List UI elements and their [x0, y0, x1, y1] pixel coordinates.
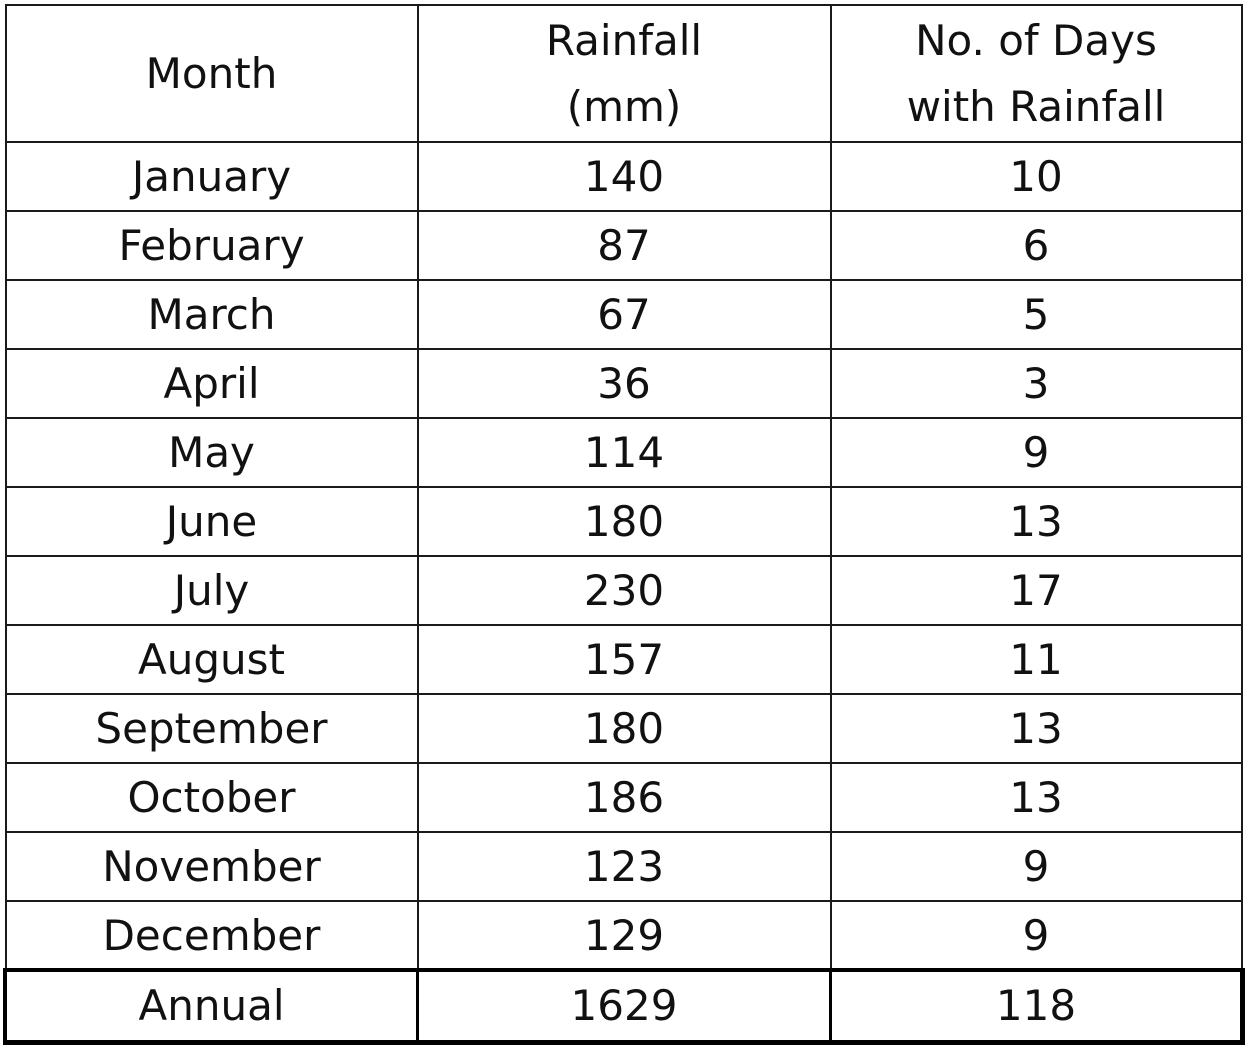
cell-days: 10: [829, 141, 1243, 212]
cell-month: July: [4, 555, 419, 626]
cell-days: 6: [829, 210, 1243, 281]
header-days-line2: with Rainfall: [906, 81, 1166, 131]
cell-month: April: [4, 348, 419, 419]
table-row: June 180 13: [4, 486, 1243, 557]
header-rainfall-line2: (mm): [566, 81, 682, 131]
header-month: Month: [4, 4, 419, 143]
cell-days: 17: [829, 555, 1243, 626]
table-row: October 186 13: [4, 762, 1243, 833]
cell-days: 11: [829, 624, 1243, 695]
cell-rainfall: 129: [416, 900, 832, 972]
total-row: Annual 1629 118: [2, 967, 1245, 1045]
cell-rainfall: 157: [416, 624, 832, 695]
table-row: February 87 6: [4, 210, 1243, 281]
total-rainfall: 1629: [416, 969, 832, 1043]
cell-rainfall: 87: [416, 210, 832, 281]
table-row: November 123 9: [4, 831, 1243, 902]
cell-month: November: [4, 831, 419, 902]
cell-rainfall: 186: [416, 762, 832, 833]
rainfall-table: Month Rainfall (mm) No. of Days with Rai…: [2, 4, 1245, 1045]
cell-month: September: [4, 693, 419, 764]
cell-days: 13: [829, 762, 1243, 833]
table-row: May 114 9: [4, 417, 1243, 488]
header-days: No. of Days with Rainfall: [829, 4, 1243, 143]
cell-rainfall: 114: [416, 417, 832, 488]
table-row: September 180 13: [4, 693, 1243, 764]
header-row: Month Rainfall (mm) No. of Days with Rai…: [4, 4, 1243, 143]
total-label: Annual: [4, 969, 419, 1043]
cell-rainfall: 180: [416, 486, 832, 557]
header-days-line1: No. of Days: [915, 15, 1157, 65]
cell-days: 13: [829, 486, 1243, 557]
table-row: March 67 5: [4, 279, 1243, 350]
cell-month: December: [4, 900, 419, 972]
cell-month: June: [4, 486, 419, 557]
cell-days: 13: [829, 693, 1243, 764]
table-row: April 36 3: [4, 348, 1243, 419]
cell-days: 9: [829, 900, 1243, 972]
cell-days: 3: [829, 348, 1243, 419]
cell-rainfall: 230: [416, 555, 832, 626]
table-row: December 129 9: [4, 900, 1243, 972]
cell-month: October: [4, 762, 419, 833]
cell-month: August: [4, 624, 419, 695]
cell-days: 9: [829, 831, 1243, 902]
table-row: January 140 10: [4, 141, 1243, 212]
cell-rainfall: 123: [416, 831, 832, 902]
cell-month: May: [4, 417, 419, 488]
table-row: July 230 17: [4, 555, 1243, 626]
header-rainfall: Rainfall (mm): [416, 4, 832, 143]
cell-rainfall: 67: [416, 279, 832, 350]
header-rainfall-line1: Rainfall: [545, 15, 703, 65]
cell-month: February: [4, 210, 419, 281]
cell-rainfall: 36: [416, 348, 832, 419]
cell-month: March: [4, 279, 419, 350]
cell-month: January: [4, 141, 419, 212]
table-row: August 157 11: [4, 624, 1243, 695]
cell-days: 5: [829, 279, 1243, 350]
cell-days: 9: [829, 417, 1243, 488]
cell-rainfall: 180: [416, 693, 832, 764]
cell-rainfall: 140: [416, 141, 832, 212]
total-days: 118: [829, 969, 1243, 1043]
